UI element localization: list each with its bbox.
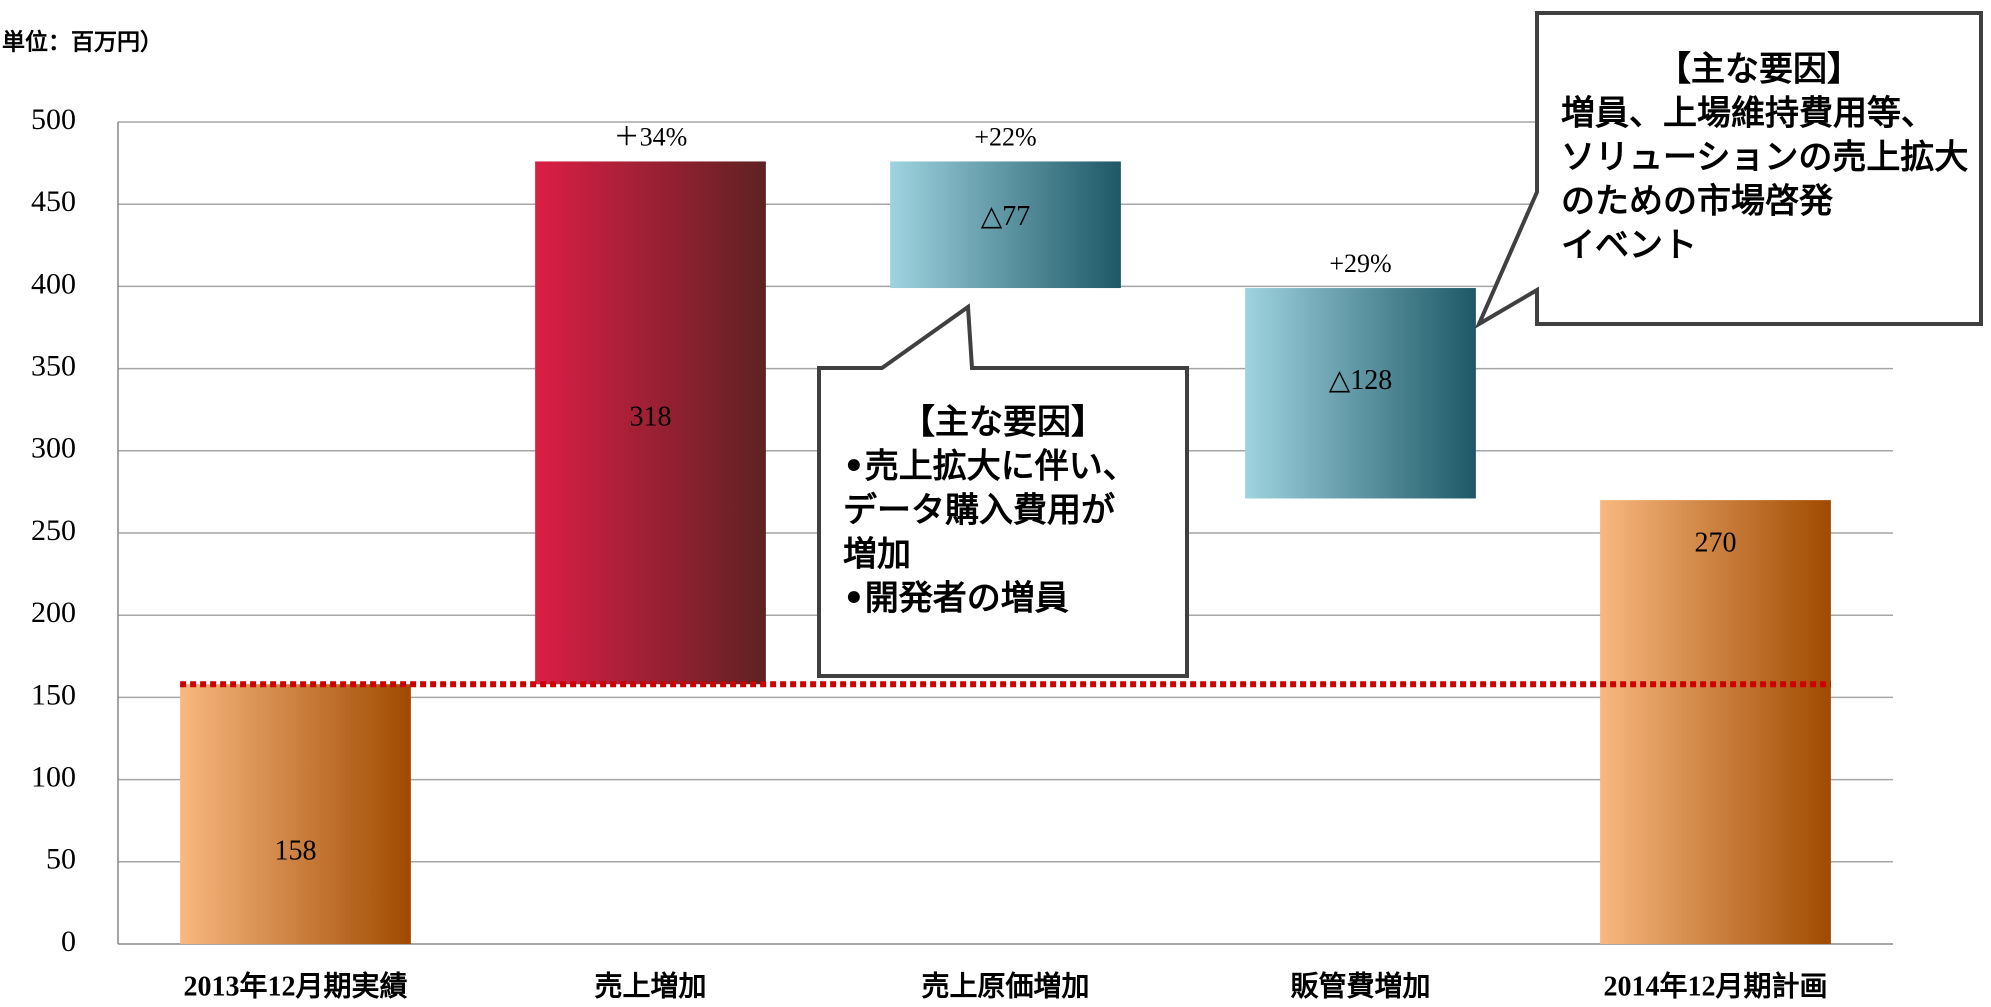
callout-line: データ購入費用が [843, 491, 1115, 531]
callout-line: •開発者の増員 [843, 579, 1069, 619]
x-tick-label: 2013年12月期実績 [183, 969, 407, 1002]
y-tick-label: 350 [31, 349, 76, 382]
bar [535, 161, 766, 685]
value-label: 318 [630, 401, 672, 432]
y-tick-label: 200 [31, 596, 76, 629]
bar [1245, 288, 1476, 499]
value-label: 270 [1695, 528, 1737, 559]
bar [890, 161, 1121, 289]
x-tick-label: 売上増加 [594, 970, 706, 1002]
change-label: +22% [974, 122, 1036, 151]
callout-line: のための市場啓発 [1561, 182, 1834, 222]
x-tick-label: 2014年12月期計画 [1603, 969, 1827, 1002]
change-label: +29% [1329, 249, 1391, 278]
callout-line: 【主な要因】 [901, 403, 1105, 443]
x-tick-label: 売上原価増加 [921, 970, 1089, 1002]
callout-line: イベント [1561, 226, 1697, 266]
callout-box [1474, 11, 1983, 329]
callout-line: ソリューションの売上拡大 [1561, 138, 1968, 178]
callout-line: •売上拡大に伴い、 [843, 447, 1137, 487]
callout-line: 【主な要因】 [1657, 50, 1861, 90]
callout-line: 増員、上場維持費用等、 [1561, 94, 1935, 134]
bar [180, 684, 411, 944]
y-tick-label: 450 [31, 185, 76, 218]
y-tick-label: 150 [31, 678, 76, 711]
value-label: △77 [981, 201, 1031, 232]
y-tick-label: 300 [31, 432, 76, 465]
y-tick-label: 0 [61, 925, 76, 958]
value-label: △128 [1329, 365, 1393, 396]
value-label: 158 [275, 836, 317, 867]
callout-line: 増加 [843, 535, 911, 575]
unit-label: 単位：百万円） [2, 28, 163, 54]
y-tick-label: 400 [31, 267, 76, 300]
callout-box [817, 303, 1189, 678]
y-tick-label: 100 [31, 760, 76, 793]
y-tick-label: 500 [31, 103, 76, 136]
y-tick-label: 250 [31, 514, 76, 547]
y-tick-label: 50 [46, 843, 76, 876]
change-label: ＋34% [614, 122, 688, 151]
x-tick-label: 販管費増加 [1290, 969, 1430, 1002]
bar [1600, 500, 1831, 944]
